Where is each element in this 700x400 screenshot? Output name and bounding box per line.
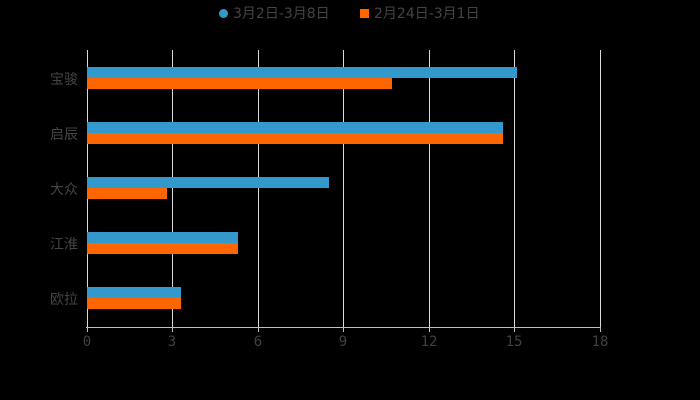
gridline <box>429 50 430 327</box>
x-tick-label: 6 <box>253 334 263 350</box>
legend-item-series-1[interactable]: 3月2日-3月8日 <box>219 4 330 22</box>
axis-tick <box>514 327 515 332</box>
category-label: 江淮 <box>50 237 78 253</box>
circle-marker-icon <box>219 8 228 18</box>
x-tick-label: 15 <box>505 334 523 350</box>
bar-current-week[interactable] <box>87 287 182 298</box>
category-label: 启辰 <box>50 127 78 143</box>
bar-current-week[interactable] <box>87 177 330 188</box>
axis-tick <box>343 327 344 332</box>
x-tick-label: 9 <box>338 334 348 350</box>
axis-tick <box>600 327 601 332</box>
gridline <box>514 50 515 327</box>
legend-label: 2月24日-3月1日 <box>374 6 480 22</box>
bar-previous-week[interactable] <box>87 242 239 254</box>
chart-legend: 3月2日-3月8日 2月24日-3月1日 <box>0 4 700 22</box>
gridline <box>172 50 173 327</box>
bar-previous-week[interactable] <box>87 132 504 144</box>
x-tick-label: 18 <box>591 334 609 350</box>
gridline <box>343 50 344 327</box>
axis-tick <box>172 327 173 332</box>
bar-previous-week[interactable] <box>87 77 392 89</box>
gridline <box>258 50 259 327</box>
category-label: 大众 <box>50 182 78 198</box>
category-label: 欧拉 <box>50 292 78 308</box>
axis-tick <box>87 327 88 332</box>
legend-label: 3月2日-3月8日 <box>233 6 330 22</box>
bar-previous-week[interactable] <box>87 297 182 309</box>
square-marker-icon <box>360 8 369 18</box>
bar-current-week[interactable] <box>87 67 518 78</box>
x-tick-label: 0 <box>82 334 92 350</box>
x-tick-label: 12 <box>420 334 438 350</box>
axis-tick <box>429 327 430 332</box>
legend-item-series-2[interactable]: 2月24日-3月1日 <box>360 4 480 22</box>
bar-previous-week[interactable] <box>87 187 167 199</box>
axis-tick <box>258 327 259 332</box>
x-axis-line <box>86 327 600 328</box>
x-tick-label: 3 <box>167 334 177 350</box>
bar-current-week[interactable] <box>87 232 239 243</box>
category-label: 宝骏 <box>50 72 78 88</box>
gridline <box>600 50 601 327</box>
bar-current-week[interactable] <box>87 122 504 133</box>
